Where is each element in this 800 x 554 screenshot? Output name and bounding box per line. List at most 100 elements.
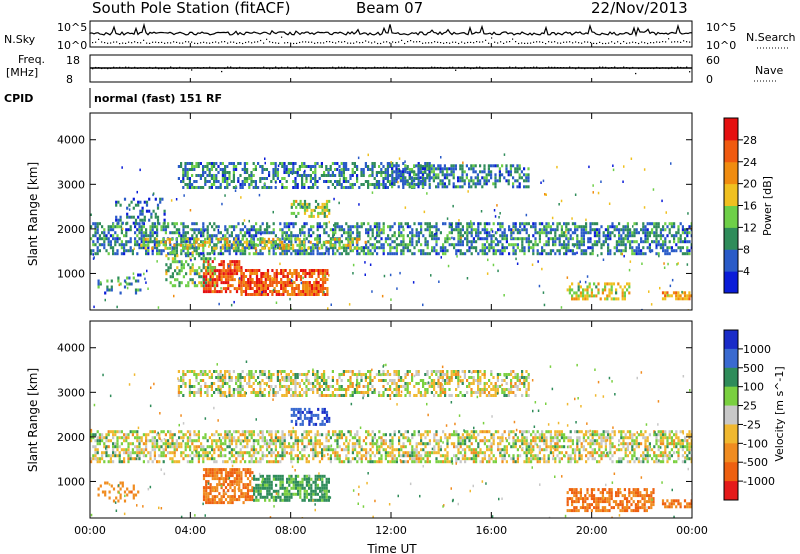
heatmap-cell [92, 433, 95, 437]
heatmap-cell [134, 288, 138, 292]
heatmap-cell [163, 221, 166, 225]
heatmap-cell [134, 203, 138, 207]
heatmap-cell [131, 249, 134, 253]
heatmap-cell [271, 278, 274, 281]
heatmap-cell [670, 249, 673, 253]
heatmap-cell [310, 293, 314, 296]
heatmap-cell [321, 293, 325, 296]
heatmap-cell [209, 281, 212, 285]
heatmap-cell [228, 445, 231, 449]
heatmap-cell [92, 240, 95, 244]
heatmap-cell [338, 165, 341, 168]
heatmap-cell [305, 165, 308, 168]
heatmap-cell [395, 170, 398, 174]
heatmap-cell [410, 170, 413, 174]
heatmap-cell [334, 448, 337, 452]
heatmap-cell [595, 294, 598, 298]
heatmap-cell [144, 237, 147, 241]
heatmap-cell [235, 460, 238, 464]
power-colorbar-blocks [724, 118, 738, 294]
nsearch-point [557, 42, 559, 44]
heatmap-cell [312, 225, 315, 229]
heatmap-cell [619, 285, 622, 289]
heatmap-cell [281, 243, 284, 247]
heatmap-cell [317, 275, 320, 278]
heatmap-cell [136, 190, 138, 194]
heatmap-cell [110, 279, 113, 283]
heatmap-cell [208, 436, 211, 440]
heatmap-cell [245, 237, 248, 241]
heatmap-cell [279, 460, 282, 464]
heatmap-cell [200, 442, 203, 446]
heatmap-cell [228, 433, 231, 437]
nave-point [380, 67, 382, 69]
heatmap-cell [292, 171, 295, 174]
heatmap-cell [90, 430, 93, 434]
heatmap-cell [606, 282, 609, 286]
heatmap-cell [319, 284, 322, 287]
heatmap-cell [626, 240, 629, 244]
heatmap-cell [558, 203, 560, 206]
heatmap-cell [527, 234, 530, 238]
heatmap-cell [94, 451, 97, 455]
heatmap-cell [275, 272, 278, 275]
heatmap-cell [676, 263, 678, 266]
heatmap-cell [376, 231, 379, 235]
heatmap-cell [325, 433, 328, 437]
heatmap-cell [274, 165, 277, 168]
heatmap-cell [234, 189, 237, 192]
heatmap-cell [450, 231, 453, 235]
heatmap-cell [107, 252, 110, 256]
heatmap-cell [641, 308, 643, 310]
heatmap-cell [237, 180, 240, 183]
heatmap-cell [219, 445, 222, 449]
nave-point [521, 67, 523, 70]
nave-point [152, 67, 154, 69]
heatmap-cell [231, 278, 234, 282]
freq-label: Freq. [18, 53, 45, 66]
heatmap-cell [228, 265, 230, 268]
heatmap-cell [149, 457, 152, 461]
heatmap-cell [107, 430, 110, 434]
heatmap-cell [285, 165, 288, 168]
heatmap-cell [202, 287, 206, 291]
heatmap-cell [265, 177, 268, 180]
heatmap-cell [655, 237, 658, 241]
heatmap-cell [397, 174, 400, 177]
heatmap-cell [213, 284, 216, 288]
heatmap-cell [211, 445, 214, 449]
heatmap-cell [661, 199, 663, 203]
heatmap-cell [565, 252, 568, 256]
heatmap-cell [607, 252, 610, 256]
heatmap-cell [340, 433, 343, 437]
heatmap-cell [323, 243, 326, 247]
heatmap-cell [123, 457, 126, 461]
heatmap-cell [516, 185, 519, 189]
heatmap-cell [575, 294, 578, 298]
heatmap-cell [391, 164, 394, 168]
heatmap-cell [191, 234, 194, 238]
heatmap-cell [426, 176, 429, 180]
heatmap-cell [687, 212, 689, 215]
heatmap-cell [206, 457, 209, 461]
heatmap-cell [284, 284, 287, 287]
heatmap-cell [439, 164, 442, 168]
heatmap-cell [260, 232, 262, 236]
heatmap-cell [217, 240, 220, 244]
heatmap-cell [156, 225, 159, 229]
heatmap-cell [549, 228, 552, 232]
heatmap-cell [393, 252, 396, 256]
heatmap-cell [259, 460, 262, 464]
heatmap-cell [281, 186, 284, 189]
nsearch-point [536, 41, 538, 43]
heatmap-cell [362, 171, 365, 174]
nsearch-point [182, 42, 184, 44]
heatmap-cell [137, 203, 140, 207]
power-heatmap-cells [90, 153, 692, 310]
heatmap-cell [230, 439, 233, 443]
heatmap-cell [428, 234, 431, 238]
heatmap-cell [288, 269, 292, 272]
heatmap-cell [216, 284, 219, 288]
heatmap-cell [239, 243, 242, 247]
heatmap-cell [402, 243, 405, 247]
